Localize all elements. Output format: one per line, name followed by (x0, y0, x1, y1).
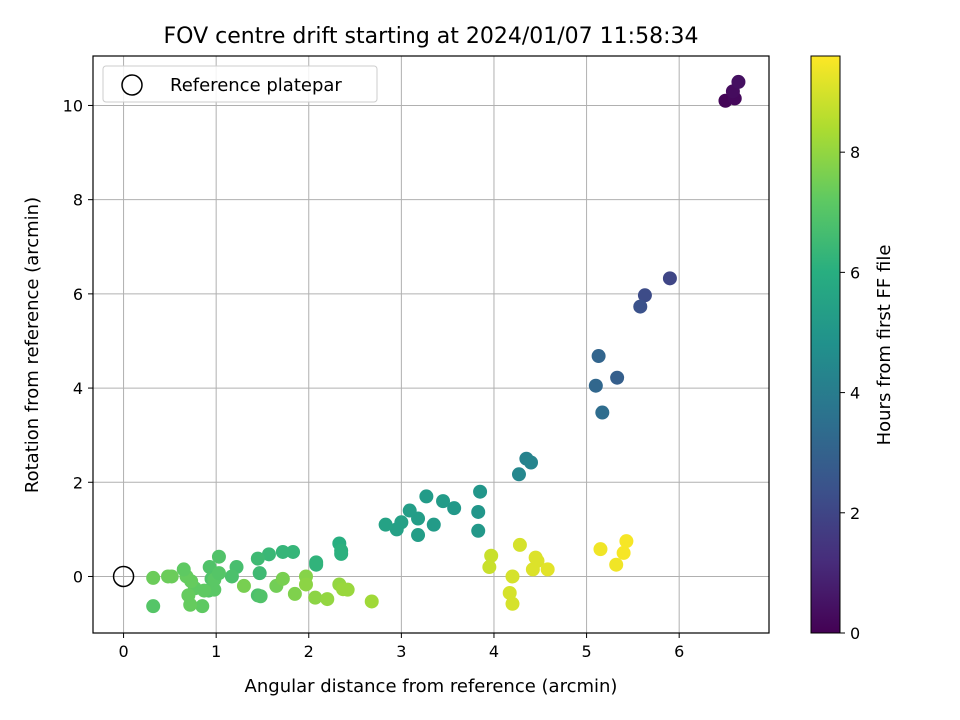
y-tick-label: 0 (73, 567, 83, 586)
data-point (207, 582, 222, 597)
x-tick-label: 3 (396, 642, 406, 661)
colorbar-tick-label: 4 (850, 384, 860, 403)
data-point (588, 378, 603, 393)
data-point (525, 562, 540, 577)
legend-box (102, 65, 378, 103)
data-point (340, 582, 355, 597)
data-point (308, 590, 323, 605)
data-point (320, 592, 335, 607)
y-tick-label: 8 (73, 191, 83, 210)
chart-title: FOV centre drift starting at 2024/01/07 … (164, 24, 699, 49)
data-point (419, 489, 434, 504)
legend-marker-icon (121, 74, 143, 96)
data-point (309, 557, 324, 572)
data-point (275, 544, 290, 559)
colorbar (810, 55, 841, 634)
data-point (473, 484, 488, 499)
data-point (253, 589, 268, 604)
colorbar-tick-label: 6 (850, 263, 860, 282)
data-point (195, 599, 210, 614)
plot-frame (92, 55, 770, 634)
colorbar-label: Hours from first FF file (874, 245, 895, 446)
data-point (286, 544, 301, 559)
data-point (224, 569, 239, 584)
data-point (591, 349, 606, 364)
data-point (364, 594, 379, 609)
colorbar-tick-label: 0 (850, 624, 860, 643)
data-point (616, 545, 631, 560)
data-point (252, 566, 267, 581)
data-point (211, 566, 226, 581)
data-point (471, 523, 486, 538)
data-point (287, 586, 302, 601)
y-axis-ticks: 0 2 4 6 8 10 (63, 96, 93, 586)
y-tick-label: 4 (73, 379, 83, 398)
data-point (250, 551, 265, 566)
y-axis-label: Rotation from reference (arcmin) (22, 197, 43, 493)
data-point (610, 370, 625, 385)
data-point (436, 494, 451, 509)
data-point (176, 562, 191, 577)
x-tick-label: 4 (489, 642, 499, 661)
data-point (181, 588, 196, 603)
x-tick-label: 2 (304, 642, 314, 661)
legend-label: Reference platepar (170, 75, 342, 96)
data-point (211, 549, 226, 564)
x-tick-label: 5 (581, 642, 591, 661)
colorbar-tick-label: 2 (850, 504, 860, 523)
y-tick-label: 2 (73, 473, 83, 492)
reference-marker (112, 565, 135, 588)
data-point (595, 405, 610, 420)
data-point (411, 528, 426, 543)
data-point (619, 534, 634, 549)
data-point (731, 74, 746, 89)
data-point (502, 585, 517, 600)
data-point (484, 548, 499, 563)
data-point (637, 288, 652, 303)
data-point (447, 501, 462, 516)
reference-platepar-marker (112, 565, 135, 588)
data-point (275, 571, 290, 586)
data-point (512, 537, 527, 552)
data-point (236, 578, 251, 593)
data-points (146, 74, 746, 614)
data-point (426, 517, 441, 532)
data-point (378, 517, 393, 532)
colorbar-ticks: 0 2 4 6 8 (840, 143, 860, 643)
colorbar-tick-label: 8 (850, 143, 860, 162)
x-tick-label: 0 (118, 642, 128, 661)
data-point (482, 560, 497, 575)
y-tick-label: 6 (73, 285, 83, 304)
legend: Reference platepar (102, 65, 378, 103)
data-point (261, 547, 276, 562)
x-tick-label: 1 (211, 642, 221, 661)
data-point (662, 271, 677, 286)
data-point (505, 596, 520, 611)
data-point (511, 467, 526, 482)
x-tick-label: 6 (674, 642, 684, 661)
data-point (593, 542, 608, 557)
data-point (146, 570, 161, 585)
x-axis-label: Angular distance from reference (arcmin) (245, 676, 618, 697)
data-point (161, 569, 176, 584)
data-point (609, 557, 624, 572)
data-point (540, 562, 555, 577)
data-point (471, 504, 486, 519)
x-axis-ticks: 0 1 2 3 4 5 6 (118, 633, 684, 661)
data-point (633, 299, 648, 314)
data-point (334, 546, 349, 561)
grid (93, 56, 769, 633)
data-point (524, 455, 539, 470)
data-point (298, 577, 313, 592)
data-point (146, 599, 161, 614)
data-point (505, 569, 520, 584)
data-point (389, 522, 404, 537)
data-point (402, 503, 417, 518)
y-tick-label: 10 (63, 96, 83, 115)
